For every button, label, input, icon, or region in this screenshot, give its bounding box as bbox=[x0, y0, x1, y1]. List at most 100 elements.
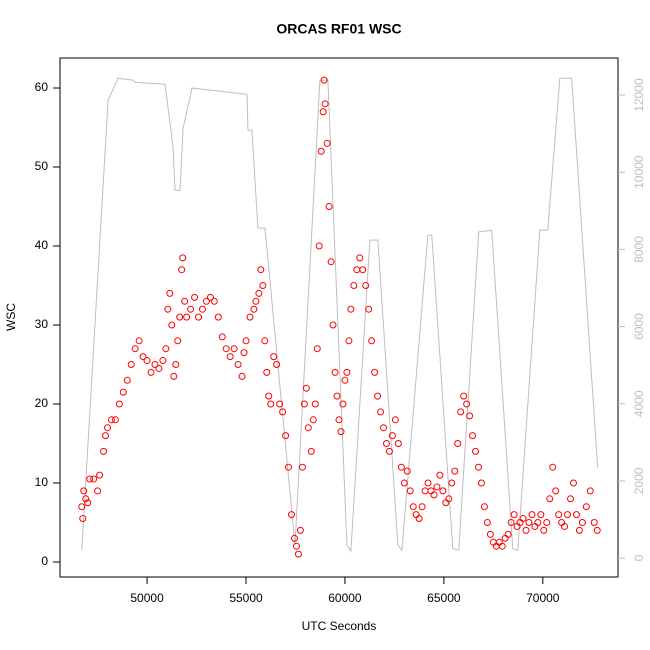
y-axis-label: WSC bbox=[4, 303, 18, 331]
data-point bbox=[472, 447, 480, 455]
data-point bbox=[430, 491, 438, 499]
data-point bbox=[170, 372, 178, 380]
data-point bbox=[498, 542, 506, 550]
data-point bbox=[522, 526, 530, 534]
data-point bbox=[409, 503, 417, 511]
data-point bbox=[582, 503, 590, 511]
data-point bbox=[202, 297, 210, 305]
data-point bbox=[368, 337, 376, 345]
data-point bbox=[135, 337, 143, 345]
data-point bbox=[265, 392, 273, 400]
data-point bbox=[96, 471, 104, 479]
data-point bbox=[347, 305, 355, 313]
data-point bbox=[302, 384, 310, 392]
data-point bbox=[475, 463, 482, 471]
data-point bbox=[255, 289, 263, 297]
data-point bbox=[296, 526, 304, 534]
data-point bbox=[415, 515, 423, 523]
data-point bbox=[261, 337, 269, 345]
data-point bbox=[421, 487, 429, 495]
y2-tick-label: 4000 bbox=[632, 390, 646, 417]
data-point bbox=[290, 534, 298, 542]
data-point bbox=[164, 305, 172, 313]
chart-title: ORCAS RF01 WSC bbox=[276, 21, 401, 37]
y-tick-label: 0 bbox=[41, 554, 48, 568]
data-point bbox=[543, 518, 551, 526]
data-point bbox=[394, 439, 402, 447]
data-point bbox=[586, 487, 594, 495]
data-point bbox=[84, 499, 92, 507]
data-point bbox=[234, 361, 242, 369]
data-point bbox=[578, 518, 586, 526]
data-point bbox=[276, 400, 284, 408]
data-point bbox=[172, 361, 180, 369]
y-tick-label: 40 bbox=[35, 238, 49, 252]
data-point bbox=[80, 487, 88, 495]
data-point bbox=[454, 439, 462, 447]
data-point bbox=[590, 518, 598, 526]
data-point bbox=[564, 511, 572, 519]
data-point bbox=[78, 503, 86, 511]
data-point bbox=[257, 266, 265, 274]
data-point bbox=[311, 400, 319, 408]
data-point bbox=[575, 526, 583, 534]
data-point bbox=[486, 530, 494, 538]
data-point bbox=[534, 518, 542, 526]
data-point bbox=[230, 345, 238, 353]
data-point bbox=[131, 345, 139, 353]
x-tick-label: 65000 bbox=[427, 591, 461, 605]
data-point bbox=[94, 487, 102, 495]
data-point bbox=[288, 511, 296, 519]
x-tick-label: 50000 bbox=[130, 591, 164, 605]
data-point bbox=[222, 345, 230, 353]
data-point bbox=[477, 479, 485, 487]
y2-tick-label: 0 bbox=[632, 554, 646, 561]
data-point bbox=[263, 368, 271, 376]
y-tick-label: 10 bbox=[35, 475, 49, 489]
data-point bbox=[546, 495, 554, 503]
data-point bbox=[168, 321, 176, 329]
data-point bbox=[240, 349, 248, 357]
data-point bbox=[463, 400, 471, 408]
data-point bbox=[294, 550, 302, 558]
data-point bbox=[151, 361, 159, 369]
data-point bbox=[123, 376, 131, 384]
data-point bbox=[451, 467, 459, 475]
data-point bbox=[561, 522, 569, 530]
data-point bbox=[252, 297, 260, 305]
x-tick-label: 60000 bbox=[328, 591, 362, 605]
data-point bbox=[525, 518, 533, 526]
data-point bbox=[181, 297, 189, 305]
data-point bbox=[335, 416, 343, 424]
series-line bbox=[81, 77, 599, 553]
data-point bbox=[469, 432, 477, 440]
data-point bbox=[279, 408, 287, 416]
data-point bbox=[337, 428, 345, 436]
data-point bbox=[353, 266, 361, 274]
data-point bbox=[445, 495, 453, 503]
data-point bbox=[127, 361, 135, 369]
data-point bbox=[519, 515, 527, 523]
data-point bbox=[555, 511, 563, 519]
y2-tick-label: 12000 bbox=[632, 78, 646, 112]
data-point bbox=[356, 254, 364, 262]
data-point bbox=[400, 479, 408, 487]
data-point bbox=[115, 400, 123, 408]
y2-tick-label: 8000 bbox=[632, 236, 646, 263]
data-point bbox=[273, 361, 281, 369]
data-point bbox=[319, 108, 327, 116]
data-point bbox=[321, 100, 329, 108]
data-point bbox=[433, 483, 441, 491]
y2-tick-label: 2000 bbox=[632, 467, 646, 494]
data-point bbox=[174, 337, 182, 345]
data-point bbox=[214, 313, 222, 321]
y-tick-label: 50 bbox=[35, 159, 49, 173]
data-point bbox=[537, 511, 545, 519]
data-point bbox=[388, 432, 396, 440]
data-point bbox=[325, 203, 333, 211]
data-point bbox=[382, 439, 390, 447]
data-point bbox=[460, 392, 468, 400]
data-point bbox=[282, 432, 290, 440]
data-point bbox=[90, 475, 98, 483]
data-point bbox=[403, 467, 411, 475]
